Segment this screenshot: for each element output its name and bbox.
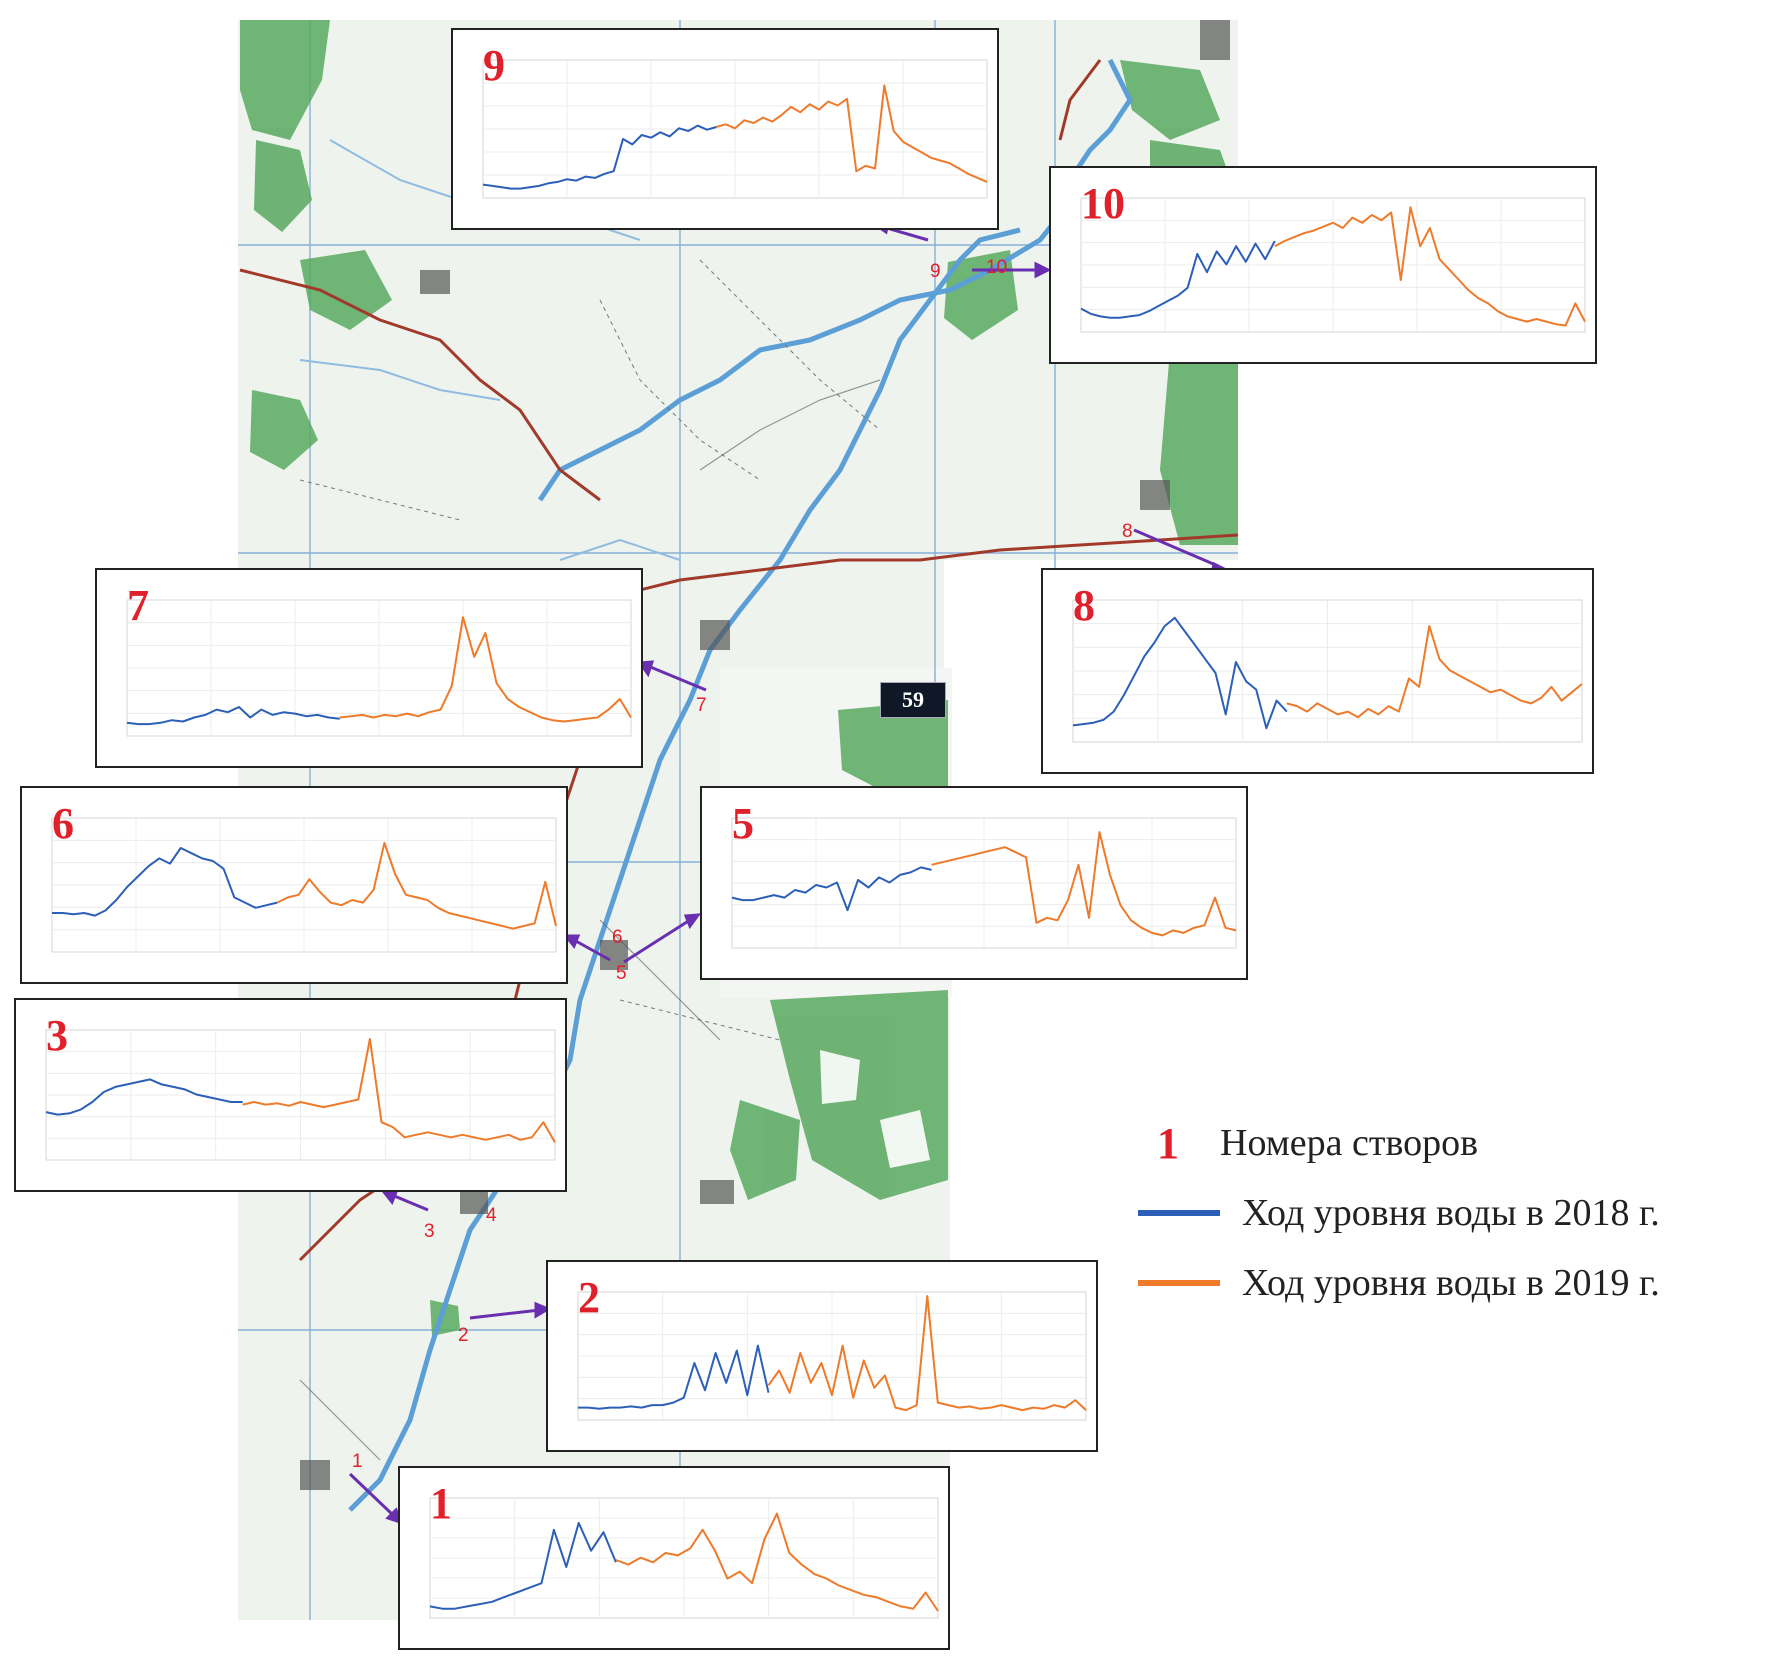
water-level-chart-7: [126, 599, 632, 737]
chart-panel-5: 5: [700, 786, 1248, 980]
series-line-2018: [429, 1521, 617, 1610]
water-level-chart-2: [577, 1291, 1087, 1421]
water-level-chart-1: [429, 1497, 939, 1619]
chart-panel-7: 7: [95, 568, 643, 768]
chart-panel-8: 8: [1041, 568, 1594, 774]
series-line-2018: [1072, 616, 1288, 730]
water-level-chart-10: [1080, 197, 1586, 333]
water-level-chart-5: [731, 817, 1237, 949]
water-level-chart-3: [45, 1029, 556, 1161]
panel-number-2: 2: [578, 1273, 600, 1322]
chart-panel-9: 9: [451, 28, 999, 230]
series-line-2019: [716, 84, 988, 183]
legend-site-numbers-label: Номера створов: [1220, 1122, 1479, 1164]
series-line-2018: [578, 1344, 770, 1410]
legend-row-site-numbers: 1 Номера створов: [1138, 1108, 1758, 1178]
panel-number-1: 1: [430, 1479, 452, 1528]
series-line-2019: [276, 841, 557, 930]
panel-number-3: 3: [46, 1011, 68, 1060]
map-site-label-8: 8: [1122, 521, 1133, 542]
panel-number-5: 5: [732, 799, 754, 848]
series-line-2018: [482, 124, 717, 190]
series-line-2019: [339, 616, 632, 723]
chart-panel-2: 2: [546, 1260, 1098, 1452]
series-line-2018: [731, 866, 932, 912]
map-legend: 1 Номера створов Ход уровня воды в 2018 …: [1138, 1108, 1758, 1318]
series-line-2018: [52, 847, 278, 917]
map-site-label-1: 1: [352, 1451, 363, 1472]
map-site-label-5: 5: [616, 963, 627, 984]
legend-swatch-2019: [1138, 1280, 1220, 1286]
chart-panel-10: 10: [1049, 166, 1597, 364]
panel-number-9: 9: [483, 41, 505, 90]
map-sheet-badge: 59: [880, 682, 946, 718]
series-line-2018: [126, 706, 340, 726]
legend-site-number-sample: 1: [1157, 1118, 1179, 1168]
map-site-label-4: 4: [486, 1205, 497, 1226]
series-line-2019: [615, 1512, 939, 1612]
water-level-chart-9: [482, 59, 988, 199]
series-line-2019: [931, 831, 1237, 937]
panel-number-7: 7: [127, 581, 149, 630]
legend-label-2018: Ход уровня воды в 2018 г.: [1242, 1192, 1660, 1234]
map-site-label-10: 10: [986, 257, 1008, 278]
chart-panel-3: 3: [14, 998, 567, 1192]
chart-panel-1: 1: [398, 1466, 950, 1650]
site-arrows: [348, 219, 1231, 1525]
series-line-2019: [242, 1038, 556, 1143]
series-line-2019: [1274, 206, 1586, 327]
legend-row-2018: Ход уровня воды в 2018 г.: [1138, 1178, 1758, 1248]
water-level-chart-6: [51, 817, 557, 953]
map-site-label-7: 7: [696, 695, 707, 716]
series-line-2019: [1286, 625, 1583, 719]
series-line-2018: [45, 1078, 243, 1116]
water-level-chart-8: [1072, 599, 1583, 743]
series-line-2019: [767, 1295, 1087, 1412]
panel-number-10: 10: [1081, 179, 1125, 228]
map-site-label-2: 2: [458, 1325, 469, 1346]
panel-number-8: 8: [1073, 581, 1095, 630]
series-line-2018: [1080, 240, 1276, 319]
river-main: [348, 58, 1133, 1512]
legend-label-2019: Ход уровня воды в 2019 г.: [1242, 1262, 1660, 1304]
map-site-label-3: 3: [424, 1221, 435, 1242]
chart-panel-6: 6: [20, 786, 568, 984]
map-site-label-9: 9: [930, 261, 941, 282]
legend-row-2019: Ход уровня воды в 2019 г.: [1138, 1248, 1758, 1318]
map-site-label-6: 6: [612, 927, 623, 948]
legend-swatch-2018: [1138, 1210, 1220, 1216]
panel-number-6: 6: [52, 799, 74, 848]
